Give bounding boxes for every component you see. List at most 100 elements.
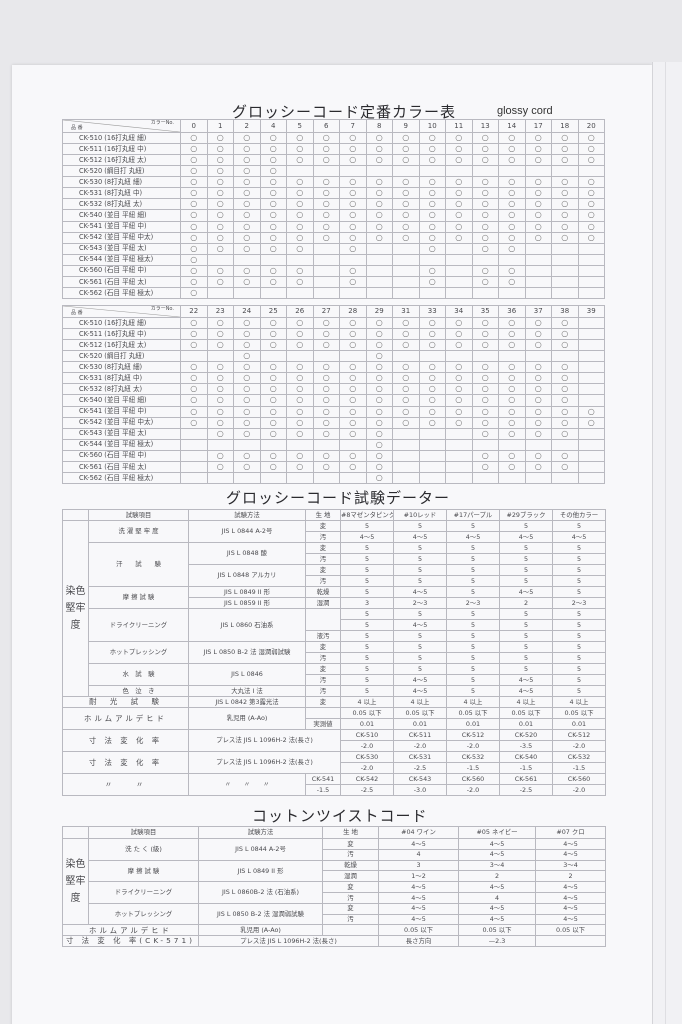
result-value: 0.05 以下: [458, 924, 536, 937]
table-row: 摩 擦 試 験 JIS L 0849 II 形乾燥 5 4〜5 5 4〜5 5: [63, 586, 606, 609]
substrate: [322, 924, 379, 937]
result-value: 5: [552, 619, 606, 631]
empty-cell: [577, 372, 605, 385]
column-header: その他カラー: [552, 509, 606, 521]
available-mark: ○: [577, 187, 605, 200]
available-mark: ○: [339, 449, 367, 462]
color-number-header: 7: [339, 119, 367, 133]
available-mark: ○: [259, 394, 287, 407]
available-mark: ○: [180, 143, 208, 156]
available-mark: ○: [233, 460, 261, 473]
empty-cell: [577, 350, 605, 363]
available-mark: ○: [498, 187, 526, 200]
table-row: CK-544 (並目 平紐 極太) ○: [62, 253, 605, 266]
substrate: CK-541: [305, 773, 341, 785]
available-mark: ○: [206, 460, 234, 473]
available-mark: ○: [339, 405, 367, 418]
result-value: 5: [393, 663, 447, 675]
available-mark: ○: [471, 316, 499, 330]
available-mark: ○: [365, 198, 393, 211]
empty-cell: [551, 165, 579, 178]
result-value: CK-520: [499, 729, 553, 741]
test-item: ホルムアルデヒド: [62, 707, 189, 730]
available-mark: ○: [206, 416, 234, 429]
product-label: CK-530 (8打丸紐 細): [62, 361, 181, 374]
available-mark: ○: [365, 460, 393, 473]
result-value: 2〜3: [446, 597, 500, 609]
result-value: -2.5: [340, 784, 394, 796]
available-mark: ○: [445, 176, 473, 189]
empty-cell: [233, 253, 261, 266]
empty-cell: [392, 438, 420, 451]
available-mark: ○: [471, 275, 499, 288]
header-row: 試験項目 試験方法生 地 #04 ワイン #05 ネイビー #07 クロ: [62, 826, 606, 839]
table-row: 摩 擦 試 験 JIS L 0849 II 形乾燥 3 3〜4 3〜4: [63, 859, 606, 883]
available-mark: ○: [180, 316, 208, 330]
empty-cell: [286, 471, 314, 484]
available-mark: ○: [498, 198, 526, 211]
available-mark: ○: [312, 187, 340, 200]
available-mark: ○: [551, 231, 579, 244]
table-row: CK-532 (8打丸紐 太) ○ ○ ○ ○ ○ ○ ○ ○ ○ ○ ○ ○ ○ ○ ○ ○: [62, 198, 605, 211]
color-table-part1: 品 番カラーNo. 0 1 2 4 5 6 7 8 9 10 11 13 14 17 18 20 CK-510 (…: [62, 119, 605, 299]
result-value: 5: [552, 674, 606, 686]
result-value: 4〜5: [499, 685, 553, 697]
available-mark: ○: [551, 339, 579, 352]
empty-cell: [524, 438, 552, 451]
available-mark: ○: [365, 438, 393, 451]
available-mark: ○: [233, 316, 261, 330]
available-mark: ○: [524, 383, 552, 396]
available-mark: ○: [577, 176, 605, 189]
product-label: CK-532 (8打丸紐 太): [62, 198, 181, 211]
empty-cell: [365, 264, 393, 277]
empty-cell: [180, 350, 208, 363]
result-value: 4 以上: [340, 696, 394, 708]
empty-cell: [418, 286, 446, 299]
column-header: 試験項目: [88, 509, 189, 521]
result-value: 4〜5: [340, 531, 394, 543]
empty-cell: [418, 165, 446, 178]
available-mark: ○: [259, 405, 287, 418]
available-mark: ○: [445, 316, 473, 330]
available-mark: ○: [206, 449, 234, 462]
available-mark: ○: [180, 231, 208, 244]
available-mark: ○: [312, 198, 340, 211]
empty-cell: [418, 253, 446, 266]
available-mark: ○: [233, 405, 261, 418]
table-row: CK-542 (並目 平紐 中太) ○ ○ ○ ○ ○ ○ ○ ○ ○ ○ ○ ○ ○ ○ ○ ○: [62, 231, 605, 244]
available-mark: ○: [445, 220, 473, 233]
column-header: #17パープル: [446, 509, 500, 521]
available-mark: ○: [577, 209, 605, 222]
available-mark: ○: [551, 394, 579, 407]
available-mark: ○: [524, 231, 552, 244]
test-method: JIS L 0859 II 形: [188, 597, 306, 609]
available-mark: ○: [471, 328, 499, 341]
table-row: CK-532 (8打丸紐 太) ○ ○ ○ ○ ○ ○ ○ ○ ○ ○ ○ ○ ○ ○ ○: [62, 383, 605, 396]
available-mark: ○: [365, 427, 393, 440]
available-mark: ○: [259, 416, 287, 429]
color-number-header: 2: [233, 119, 261, 133]
color-number-header: 25: [259, 305, 287, 318]
empty-cell: [206, 350, 234, 363]
result-value: 4〜5: [378, 881, 459, 893]
available-mark: ○: [233, 394, 261, 407]
available-mark: ○: [259, 209, 287, 222]
available-mark: ○: [392, 220, 420, 233]
empty-cell: [180, 438, 208, 451]
empty-cell: [577, 438, 605, 451]
available-mark: ○: [471, 460, 499, 473]
empty-cell: [551, 350, 579, 363]
result-value: 4: [378, 848, 459, 861]
table-row: 〃 〃〃 〃 〃 CK-541 CK-542 CK-543 CK-560 CK-561 CK…: [62, 773, 606, 796]
available-mark: ○: [498, 264, 526, 277]
result-value: 3: [340, 597, 394, 609]
product-label: CK-562 (石目 平紐 極太): [62, 471, 181, 484]
empty-cell: [312, 471, 340, 484]
available-mark: ○: [551, 154, 579, 167]
available-mark: ○: [312, 383, 340, 396]
available-mark: ○: [312, 131, 340, 145]
available-mark: ○: [577, 220, 605, 233]
result-value: 5: [552, 641, 606, 653]
color-number-header: 10: [418, 119, 446, 133]
available-mark: ○: [471, 372, 499, 385]
